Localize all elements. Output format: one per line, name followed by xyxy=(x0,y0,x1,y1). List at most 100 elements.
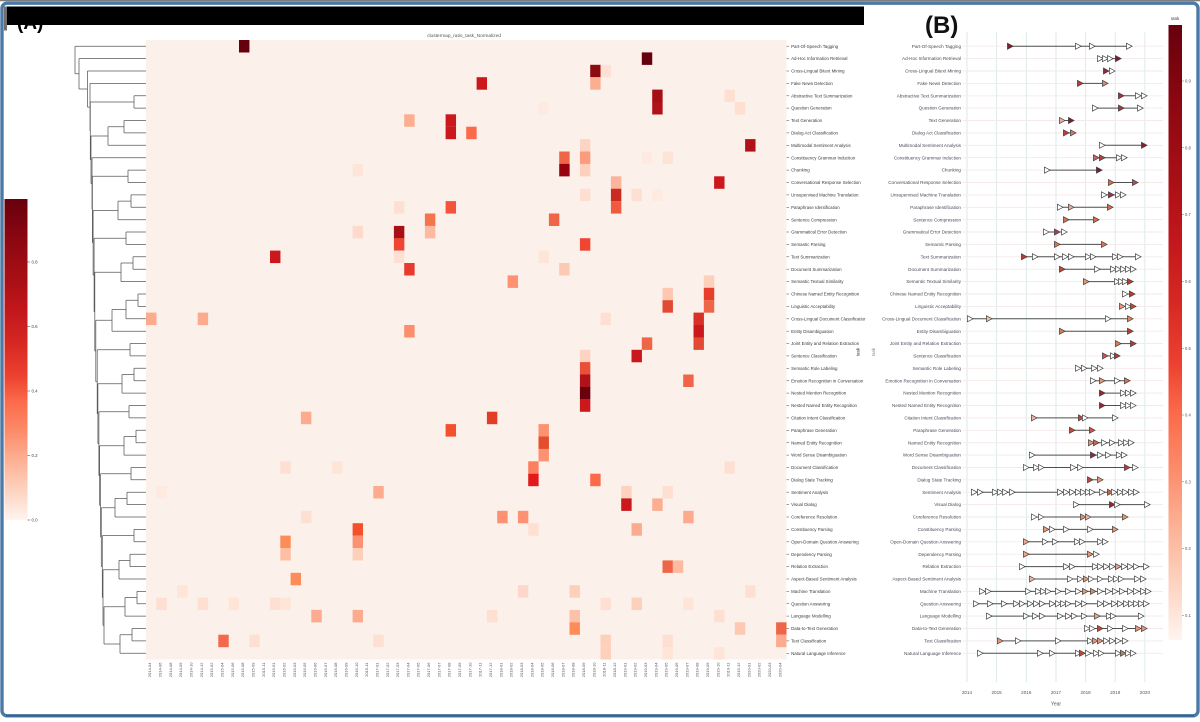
svg-text:2019-04: 2019-04 xyxy=(653,662,658,677)
svg-text:Semantic Parsing: Semantic Parsing xyxy=(925,242,961,247)
svg-text:2018-06: 2018-06 xyxy=(550,662,555,677)
svg-text:2018-02: 2018-02 xyxy=(509,662,514,677)
svg-text:2015-04: 2015-04 xyxy=(220,662,225,677)
svg-text:Emotion Recognition in Convers: Emotion Recognition in Conversation xyxy=(885,378,961,383)
svg-text:2015: 2015 xyxy=(991,690,1002,695)
svg-text:2015-06: 2015-06 xyxy=(230,662,235,677)
svg-text:2019-06: 2019-06 xyxy=(674,662,679,677)
svg-text:Text Summarization: Text Summarization xyxy=(791,254,830,259)
svg-text:2016-08: 2016-08 xyxy=(333,662,338,677)
svg-text:2017-02: 2017-02 xyxy=(385,662,390,677)
svg-text:2019-07: 2019-07 xyxy=(684,662,689,677)
svg-text:Constituency Parsing: Constituency Parsing xyxy=(918,527,962,532)
svg-text:Machine Translation: Machine Translation xyxy=(791,589,831,594)
svg-text:Relation Extraction: Relation Extraction xyxy=(791,564,828,569)
svg-text:2016-07: 2016-07 xyxy=(323,662,328,677)
svg-text:2018-08: 2018-08 xyxy=(571,662,576,677)
svg-text:2014-10: 2014-10 xyxy=(189,662,194,677)
svg-text:2018-12: 2018-12 xyxy=(612,662,617,677)
svg-text:2017-06: 2017-06 xyxy=(426,662,431,677)
svg-text:0.2: 0.2 xyxy=(1185,546,1191,551)
svg-text:2016-09: 2016-09 xyxy=(343,662,348,677)
svg-text:Chunking: Chunking xyxy=(942,168,962,173)
svg-text:2014-04: 2014-04 xyxy=(147,662,152,677)
svg-text:2014-12: 2014-12 xyxy=(199,662,204,677)
svg-text:2015-11: 2015-11 xyxy=(261,662,266,677)
svg-text:2017-10: 2017-10 xyxy=(467,662,472,677)
svg-text:0.6: 0.6 xyxy=(1185,279,1191,284)
svg-text:Document Summarization: Document Summarization xyxy=(791,267,842,272)
svg-text:Semantic Textual Similarity: Semantic Textual Similarity xyxy=(906,279,962,284)
svg-text:Dialog State Tracking: Dialog State Tracking xyxy=(791,477,833,482)
svg-text:Paraphrase Generation: Paraphrase Generation xyxy=(913,428,961,433)
svg-text:2016: 2016 xyxy=(1021,690,1032,695)
svg-text:Part-Of-Speech Tagging: Part-Of-Speech Tagging xyxy=(791,44,839,49)
svg-text:2017-03: 2017-03 xyxy=(395,662,400,677)
svg-text:0.6: 0.6 xyxy=(32,324,39,329)
svg-text:Paraphrase Identification: Paraphrase Identification xyxy=(910,205,961,210)
svg-text:Question Answering: Question Answering xyxy=(920,601,961,606)
svg-text:2015-02: 2015-02 xyxy=(209,662,214,677)
svg-text:0.4: 0.4 xyxy=(32,389,39,394)
svg-text:0.3: 0.3 xyxy=(1185,479,1191,484)
svg-text:Fake News Detection: Fake News Detection xyxy=(917,81,961,86)
svg-text:2019-12: 2019-12 xyxy=(736,662,741,677)
svg-text:2018: 2018 xyxy=(1080,690,1091,695)
svg-text:Year: Year xyxy=(1051,702,1061,708)
svg-text:Unsupervised Machine Translati: Unsupervised Machine Translation xyxy=(791,193,859,198)
svg-text:Semantic Role Labeling: Semantic Role Labeling xyxy=(791,366,838,371)
svg-text:2017-09: 2017-09 xyxy=(457,662,462,677)
svg-text:Text Summarization: Text Summarization xyxy=(921,254,962,259)
svg-text:2016-06: 2016-06 xyxy=(312,662,317,677)
svg-text:2019-01: 2019-01 xyxy=(622,662,627,677)
svg-text:2015-08: 2015-08 xyxy=(240,662,245,677)
svg-text:0.5: 0.5 xyxy=(1185,346,1191,351)
svg-text:Emotion Recognition in Convers: Emotion Recognition in Conversation xyxy=(791,378,864,383)
svg-text:2019-11: 2019-11 xyxy=(726,662,731,677)
svg-text:2017: 2017 xyxy=(1051,690,1062,695)
svg-text:Cross-Lingual Bitext Mining: Cross-Lingual Bitext Mining xyxy=(905,69,961,74)
svg-text:2017-08: 2017-08 xyxy=(447,662,452,677)
svg-text:2016-10: 2016-10 xyxy=(354,662,359,677)
svg-text:Nested Named Entity Recognitio: Nested Named Entity Recognition xyxy=(892,403,961,408)
svg-text:Sentiment Analysis: Sentiment Analysis xyxy=(791,490,829,495)
svg-text:2017-04: 2017-04 xyxy=(405,662,410,677)
svg-text:Citation Intent Classification: Citation Intent Classification xyxy=(791,416,846,421)
svg-text:2014-08: 2014-08 xyxy=(168,662,173,677)
svg-text:2020-04: 2020-04 xyxy=(777,662,782,677)
svg-text:0.4: 0.4 xyxy=(1185,413,1191,418)
svg-text:Chinese Named Entity Recogniti: Chinese Named Entity Recognition xyxy=(791,292,860,297)
svg-text:Dialog State Tracking: Dialog State Tracking xyxy=(917,477,961,482)
svg-text:Named Entity Recognition: Named Entity Recognition xyxy=(908,440,962,445)
svg-text:Semantic Role Labeling: Semantic Role Labeling xyxy=(912,366,961,371)
svg-text:Citation Intent Classification: Citation Intent Classification xyxy=(904,416,961,421)
svg-text:Unsupervised Machine Translati: Unsupervised Machine Translation xyxy=(891,193,962,198)
svg-text:2019-03: 2019-03 xyxy=(643,662,648,677)
svg-text:Open-Domain Question Answering: Open-Domain Question Answering xyxy=(791,539,859,544)
svg-text:Conversational Response Select: Conversational Response Selection xyxy=(888,180,961,185)
svg-text:Cross-Lingual Bitext Mining: Cross-Lingual Bitext Mining xyxy=(791,69,845,74)
svg-text:task: task xyxy=(856,347,861,356)
svg-text:0.8: 0.8 xyxy=(1185,145,1191,150)
svg-text:0.8: 0.8 xyxy=(32,260,39,265)
svg-text:2018-11: 2018-11 xyxy=(602,662,607,677)
svg-text:Linguistic Acceptability: Linguistic Acceptability xyxy=(915,304,962,309)
svg-text:Sentence Compression: Sentence Compression xyxy=(913,217,961,222)
svg-text:Document Classification: Document Classification xyxy=(791,465,839,470)
svg-text:2020-03: 2020-03 xyxy=(767,662,772,677)
svg-text:0.0: 0.0 xyxy=(32,518,39,523)
svg-text:Open-Domain Question Answering: Open-Domain Question Answering xyxy=(890,539,961,544)
svg-text:Named Entity Recognition: Named Entity Recognition xyxy=(791,440,842,445)
svg-text:Linguistic Acceptability: Linguistic Acceptability xyxy=(791,304,836,309)
svg-text:Cross-Lingual Document Classif: Cross-Lingual Document Classification xyxy=(882,316,961,321)
svg-text:2014: 2014 xyxy=(962,690,973,695)
svg-text:Word Sense Disambiguation: Word Sense Disambiguation xyxy=(791,453,847,458)
svg-text:Data-to-Text Generation: Data-to-Text Generation xyxy=(791,626,838,631)
svg-text:Abstractive Text Summarization: Abstractive Text Summarization xyxy=(791,93,853,98)
svg-text:Visual Dialog: Visual Dialog xyxy=(791,502,817,507)
svg-text:Dependency Parsing: Dependency Parsing xyxy=(791,552,832,557)
svg-text:2020: 2020 xyxy=(1140,690,1151,695)
svg-text:2018-09: 2018-09 xyxy=(581,662,586,677)
svg-text:Part-Of-Speech Tagging: Part-Of-Speech Tagging xyxy=(912,44,962,49)
svg-text:2020-01: 2020-01 xyxy=(746,662,751,677)
